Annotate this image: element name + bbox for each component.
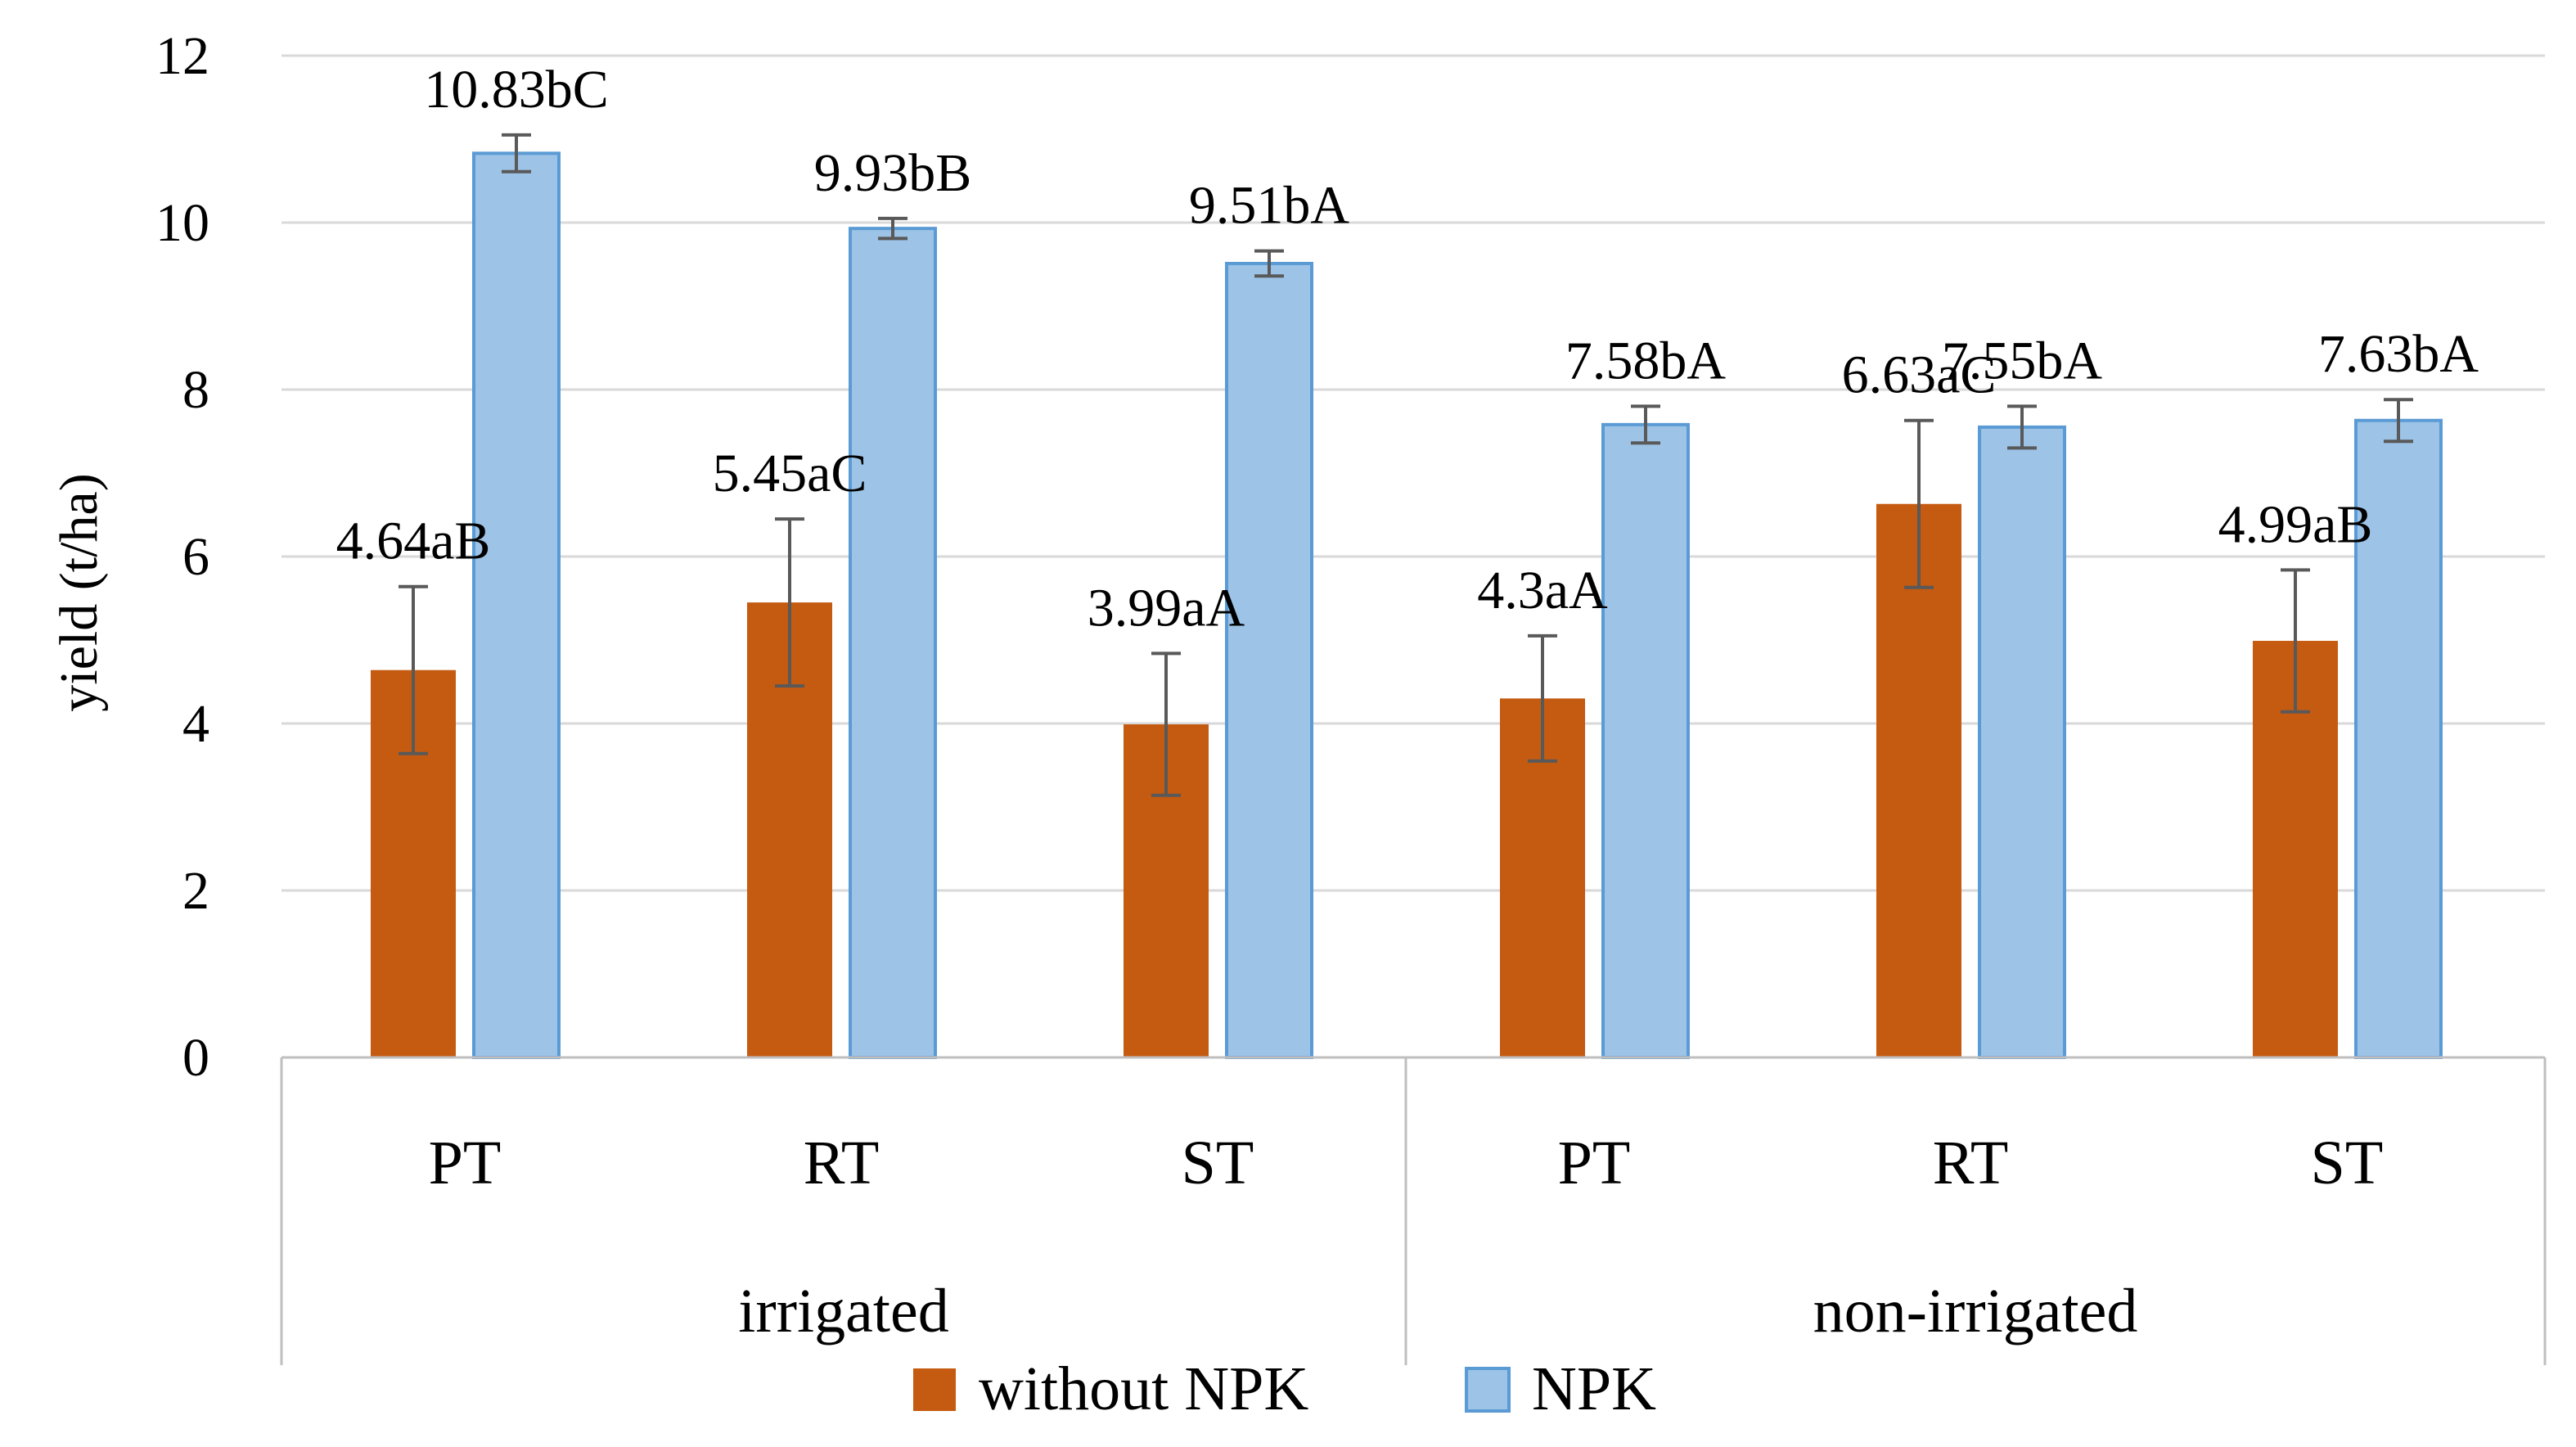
data-label: 7.63bA	[2318, 324, 2479, 384]
data-label: 4.64aB	[336, 512, 491, 571]
error-bar	[878, 216, 907, 241]
error-bar	[2007, 404, 2037, 450]
category-label: ST	[1182, 1129, 1254, 1197]
gridlines	[281, 54, 2545, 892]
category-label: ST	[2311, 1129, 2384, 1197]
legend-swatch	[913, 1368, 956, 1411]
data-label: 10.83bC	[424, 60, 609, 119]
y-tick-label: 8	[182, 360, 209, 420]
legend-item-without-npk: without NPK	[913, 1355, 1308, 1423]
legend-swatch	[1465, 1367, 1511, 1413]
y-tick-label: 4	[182, 694, 209, 754]
y-axis-title: yield (t/ha)	[49, 473, 109, 711]
error-bar	[775, 517, 804, 688]
error-bar	[2384, 398, 2413, 444]
category-label: PT	[429, 1129, 502, 1197]
data-label: 7.58bA	[1565, 331, 1727, 390]
legend: without NPK NPK	[913, 1355, 1656, 1423]
error-bar	[502, 133, 531, 174]
error-bars	[399, 133, 2413, 797]
data-label: 9.51bA	[1189, 176, 1350, 236]
bar-npk	[1978, 425, 2066, 1059]
error-bar	[1151, 651, 1181, 797]
data-label: 5.45aC	[713, 444, 867, 503]
data-labels: 4.64aB 5.45aC 3.99aA 4.3aA 6.63aC 4.99aB 10.83…	[336, 60, 2479, 638]
data-label: 4.3aA	[1477, 561, 1608, 620]
bar-without-npk	[1876, 503, 1961, 1057]
data-label: 7.55bA	[1942, 331, 2103, 390]
data-label: 9.93bB	[814, 143, 972, 203]
y-tick-label: 0	[182, 1028, 209, 1088]
legend-item-npk: NPK	[1465, 1355, 1656, 1423]
bar-npk	[2354, 418, 2443, 1059]
group-label: non-irrigated	[1813, 1277, 2138, 1346]
data-label: 3.99aA	[1088, 578, 1245, 638]
y-tick-label: 10	[155, 193, 209, 253]
category-label: PT	[1558, 1129, 1631, 1197]
category-label: RT	[804, 1129, 880, 1197]
data-label: 6.63aC	[1842, 345, 1997, 405]
bars	[371, 151, 2443, 1060]
error-bar	[1254, 249, 1284, 278]
y-tick-label: 2	[182, 861, 209, 921]
error-bar	[1528, 633, 1557, 763]
legend-label: NPK	[1532, 1355, 1656, 1423]
group-label: irrigated	[738, 1277, 948, 1346]
bar-npk	[1225, 261, 1313, 1060]
bar-npk	[1601, 422, 1690, 1059]
error-bar	[399, 584, 428, 755]
bar-npk	[849, 227, 937, 1059]
legend-label: without NPK	[979, 1355, 1308, 1423]
bar-npk	[472, 151, 561, 1060]
error-bar	[1631, 404, 1660, 445]
error-bar	[2281, 568, 2310, 714]
y-tick-label: 12	[155, 26, 209, 86]
error-bar	[1904, 418, 1934, 589]
axes: 0 2 4 6 8 10 12 PT RT ST PT RT ST irrigated non-irriga…	[155, 26, 2547, 1365]
data-label: 4.99aB	[2218, 494, 2373, 554]
category-label: RT	[1933, 1129, 2009, 1197]
y-tick-label: 6	[182, 527, 209, 587]
